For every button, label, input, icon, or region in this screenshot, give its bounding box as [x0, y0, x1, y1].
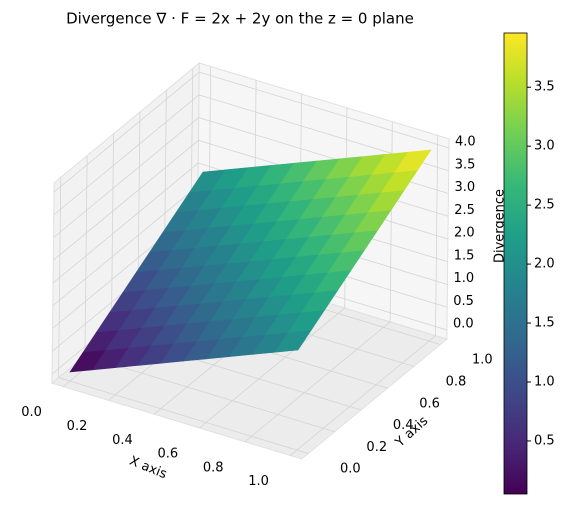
x-tick-label: 0.2 — [67, 419, 88, 434]
z-tick-label: 0.0 — [453, 317, 474, 332]
y-tick-label: 0.6 — [419, 396, 440, 411]
grid-line — [53, 71, 200, 193]
grid-line — [53, 117, 200, 238]
y-tick-label: 0.0 — [340, 462, 361, 477]
surface-cell — [394, 149, 432, 173]
z-tick-label: 4.0 — [455, 135, 476, 150]
colorbar-tick-label: 2.5 — [534, 198, 555, 213]
colorbar-tick-label: 1.5 — [534, 316, 555, 331]
grid-line — [53, 140, 199, 261]
x-tick-label: 0.4 — [112, 433, 133, 448]
y-tick-label: 0.2 — [366, 440, 387, 455]
grid-line — [52, 185, 199, 307]
surface — [69, 149, 432, 373]
z-tick-label: 3.0 — [454, 180, 475, 195]
colorbar-tick-label: 2.0 — [534, 257, 555, 272]
grid-line — [84, 355, 335, 433]
x-tick-label: 0.8 — [203, 460, 224, 475]
z-tick-label: 1.0 — [453, 271, 474, 286]
z-tick-label: 1.5 — [454, 248, 475, 263]
grid-line — [53, 94, 200, 216]
colorbar-tick-label: 3.0 — [534, 139, 555, 154]
z-tick-label: 0.5 — [453, 294, 474, 309]
colorbar-tick-label: 1.0 — [534, 374, 555, 389]
z-tick-label: 2.5 — [454, 203, 475, 218]
x-tick-label: 1.0 — [248, 474, 269, 489]
grid-line — [199, 307, 345, 429]
colorbar: 0.5 1.0 1.5 2.0 2.5 3.0 3.5 — [503, 32, 555, 495]
x-tick-label: 0.0 — [21, 405, 42, 420]
chart-title: Divergence ∇ · F = 2x + 2y on the z = 0 … — [66, 10, 414, 28]
grid-line — [58, 377, 309, 454]
x-tick-label: 0.6 — [157, 447, 178, 462]
colorbar-tick-label: 3.5 — [534, 80, 555, 95]
grid-line — [52, 162, 199, 284]
colorbar-tick-label: 0.5 — [534, 433, 555, 448]
y-tick-label: 0.8 — [446, 375, 467, 390]
z-tick-label: 2.0 — [454, 226, 475, 241]
z-tick-label: 3.5 — [455, 157, 476, 172]
grid-line — [244, 321, 391, 443]
grid-line — [290, 335, 436, 456]
colorbar-scale — [503, 32, 528, 495]
y-tick-label: 0.4 — [393, 418, 414, 433]
y-tick-label: 1.0 — [472, 353, 493, 368]
grid-line — [199, 71, 450, 149]
